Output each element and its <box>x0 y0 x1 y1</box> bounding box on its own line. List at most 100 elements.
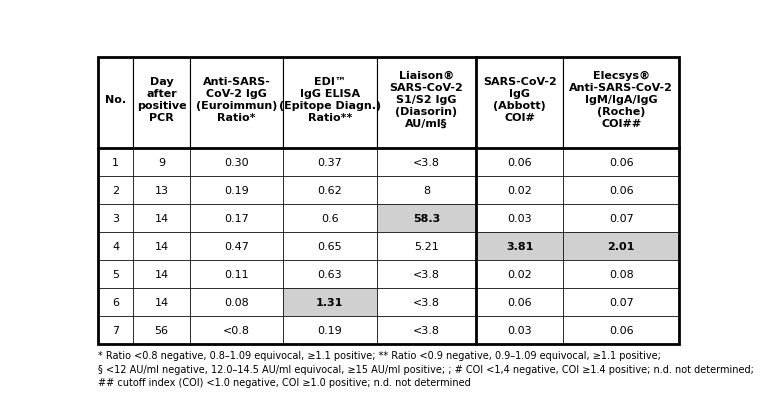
Bar <box>98 204 133 232</box>
Bar <box>98 148 133 176</box>
Bar <box>563 316 679 344</box>
Text: 0.19: 0.19 <box>317 325 342 335</box>
Text: 0.06: 0.06 <box>508 297 532 307</box>
Bar <box>190 176 283 204</box>
Text: 0.6: 0.6 <box>321 213 339 223</box>
Text: 1.31: 1.31 <box>316 297 343 307</box>
Bar <box>283 148 377 176</box>
Bar <box>283 232 377 260</box>
Bar <box>377 148 476 176</box>
Bar <box>190 316 283 344</box>
Bar <box>98 176 133 204</box>
Text: Liaison®
SARS-CoV-2
S1/S2 IgG
(Diasorin)
AU/ml§: Liaison® SARS-CoV-2 S1/S2 IgG (Diasorin)… <box>390 71 463 128</box>
Bar <box>563 204 679 232</box>
Text: 0.02: 0.02 <box>508 269 532 279</box>
Bar <box>133 57 190 148</box>
Text: 0.08: 0.08 <box>609 269 634 279</box>
Text: 6: 6 <box>112 297 119 307</box>
Bar <box>133 176 190 204</box>
Text: 0.30: 0.30 <box>224 157 249 167</box>
Bar <box>476 316 563 344</box>
Bar <box>283 176 377 204</box>
Bar <box>98 288 133 316</box>
Bar <box>190 288 283 316</box>
Bar <box>133 232 190 260</box>
Bar <box>377 260 476 288</box>
Text: 0.03: 0.03 <box>508 325 532 335</box>
Text: 3: 3 <box>112 213 119 223</box>
Bar <box>98 260 133 288</box>
Text: 1: 1 <box>112 157 119 167</box>
Bar <box>133 204 190 232</box>
Text: 0.07: 0.07 <box>609 213 634 223</box>
Text: 56: 56 <box>154 325 168 335</box>
Text: 0.06: 0.06 <box>609 325 634 335</box>
Bar <box>476 260 563 288</box>
Text: SARS-CoV-2
IgG
(Abbott)
COI#: SARS-CoV-2 IgG (Abbott) COI# <box>483 77 557 123</box>
Text: 0.37: 0.37 <box>317 157 342 167</box>
Bar <box>133 316 190 344</box>
Text: 3.81: 3.81 <box>506 241 533 251</box>
Bar <box>283 260 377 288</box>
Bar <box>133 260 190 288</box>
Bar <box>283 288 377 316</box>
Text: ## cutoff index (COI) <1.0 negative, COI ≥1.0 positive; n.d. not determined: ## cutoff index (COI) <1.0 negative, COI… <box>98 377 471 387</box>
Text: * Ratio <0.8 negative, 0.8–1.09 equivocal, ≥1.1 positive; ** Ratio <0.9 negative: * Ratio <0.8 negative, 0.8–1.09 equivoca… <box>98 350 661 361</box>
Text: 0.19: 0.19 <box>224 185 249 195</box>
Bar <box>476 148 563 176</box>
Text: 14: 14 <box>154 241 169 251</box>
Text: 0.06: 0.06 <box>609 185 634 195</box>
Bar <box>377 232 476 260</box>
Text: 0.07: 0.07 <box>609 297 634 307</box>
Text: 8: 8 <box>423 185 430 195</box>
Text: 0.08: 0.08 <box>224 297 249 307</box>
Bar <box>283 204 377 232</box>
Text: 13: 13 <box>154 185 168 195</box>
Text: § <12 AU/ml negative, 12.0–14.5 AU/ml equivocal, ≥15 AU/ml positive; ; # COI <1,: § <12 AU/ml negative, 12.0–14.5 AU/ml eq… <box>98 364 754 374</box>
Text: EDI™
IgG ELISA
(Epitope Diagn.)
Ratio**: EDI™ IgG ELISA (Epitope Diagn.) Ratio** <box>279 77 380 123</box>
Text: 14: 14 <box>154 213 169 223</box>
Bar <box>283 316 377 344</box>
Text: 9: 9 <box>158 157 165 167</box>
Text: Day
after
positive
PCR: Day after positive PCR <box>137 77 186 123</box>
Bar <box>563 288 679 316</box>
Bar <box>190 204 283 232</box>
Text: 14: 14 <box>154 297 169 307</box>
Bar <box>98 316 133 344</box>
Bar <box>476 204 563 232</box>
Text: <3.8: <3.8 <box>413 269 440 279</box>
Text: 0.02: 0.02 <box>508 185 532 195</box>
Bar <box>476 232 563 260</box>
Bar <box>190 232 283 260</box>
Text: 0.65: 0.65 <box>317 241 342 251</box>
Bar <box>133 148 190 176</box>
Bar <box>98 232 133 260</box>
Bar <box>377 204 476 232</box>
Bar <box>190 260 283 288</box>
Text: Anti-SARS-
CoV-2 IgG
(Euroimmun)
Ratio*: Anti-SARS- CoV-2 IgG (Euroimmun) Ratio* <box>196 77 277 123</box>
Bar <box>377 176 476 204</box>
Text: 0.47: 0.47 <box>224 241 249 251</box>
Text: 2.01: 2.01 <box>607 241 635 251</box>
Bar <box>563 148 679 176</box>
Text: 0.03: 0.03 <box>508 213 532 223</box>
Text: 7: 7 <box>112 325 119 335</box>
Bar <box>133 288 190 316</box>
Bar <box>563 232 679 260</box>
Text: <3.8: <3.8 <box>413 157 440 167</box>
Text: <3.8: <3.8 <box>413 297 440 307</box>
Text: <3.8: <3.8 <box>413 325 440 335</box>
Text: 2: 2 <box>112 185 119 195</box>
Text: 0.63: 0.63 <box>317 269 342 279</box>
Bar <box>476 176 563 204</box>
Bar <box>377 316 476 344</box>
Text: 0.17: 0.17 <box>224 213 249 223</box>
Text: 5.21: 5.21 <box>414 241 439 251</box>
Bar <box>98 57 133 148</box>
Text: 58.3: 58.3 <box>413 213 440 223</box>
Bar <box>377 288 476 316</box>
Text: 4: 4 <box>112 241 119 251</box>
Text: 0.11: 0.11 <box>224 269 249 279</box>
Text: 0.06: 0.06 <box>508 157 532 167</box>
Text: 5: 5 <box>112 269 119 279</box>
